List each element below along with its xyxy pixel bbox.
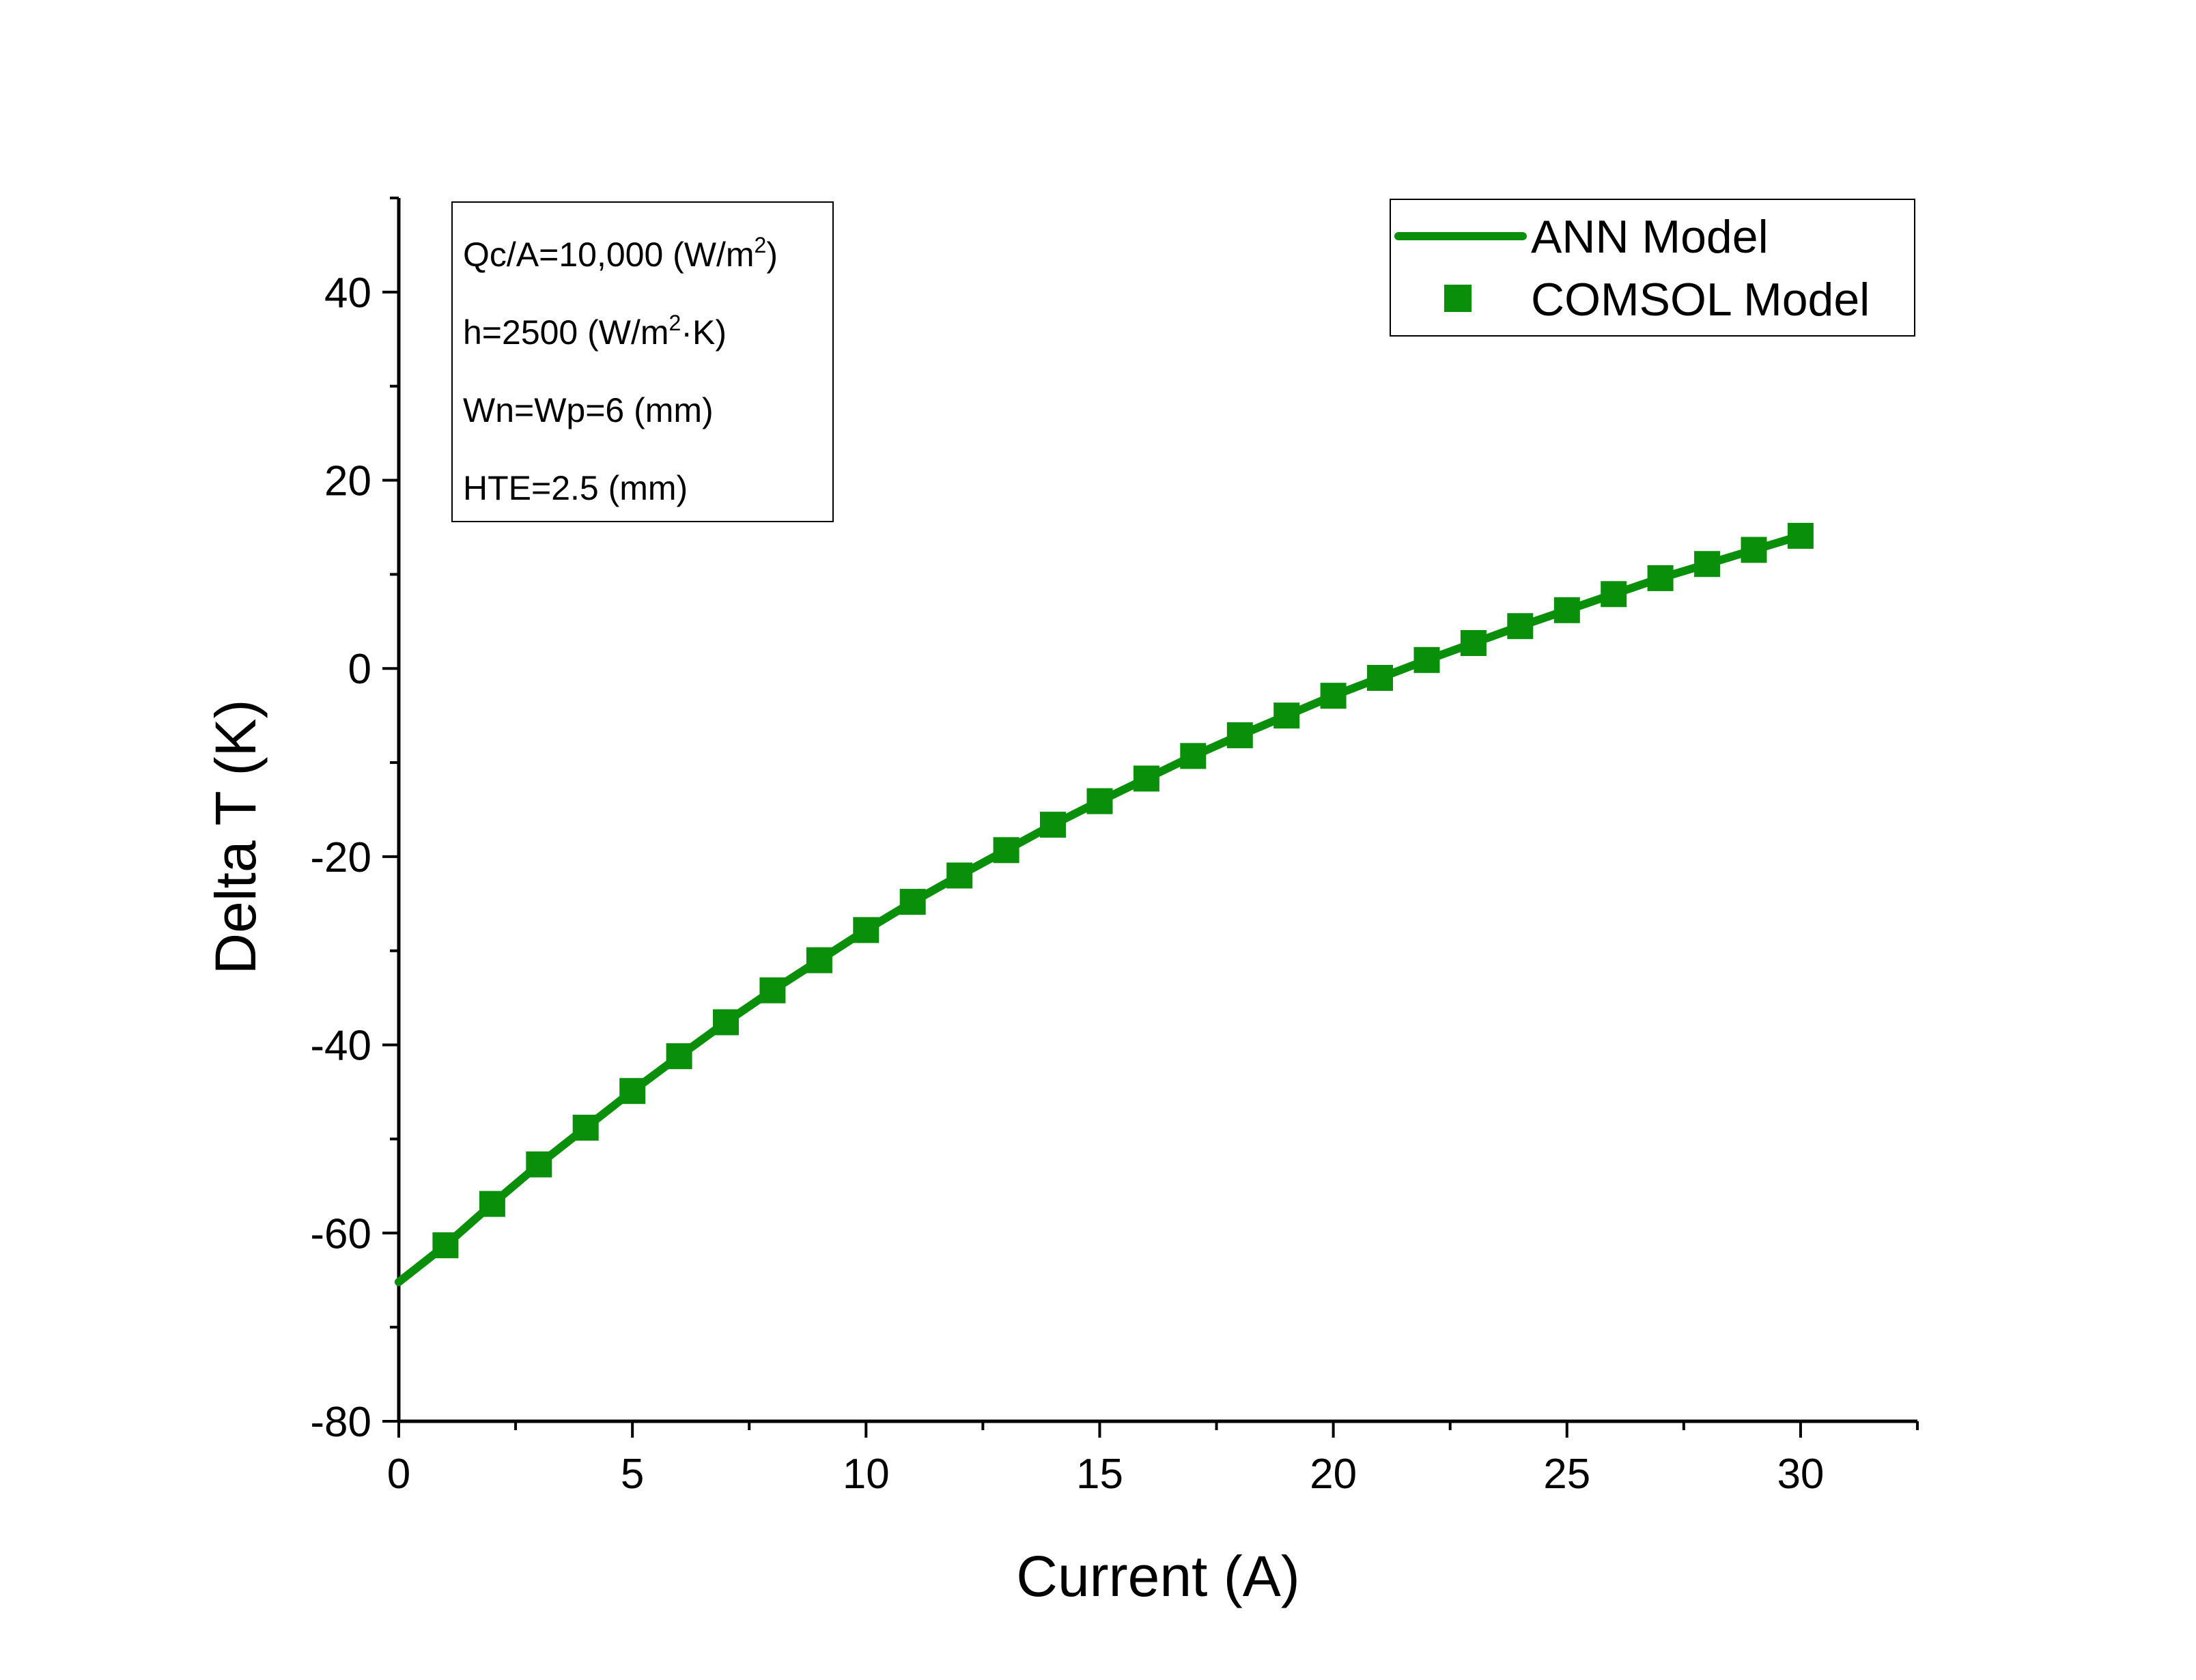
x-tick-label-30: 30 — [1777, 1451, 1824, 1498]
y-tick-label--80: -80 — [310, 1399, 371, 1446]
legend-box — [1390, 199, 1915, 337]
x-tick-label-0: 0 — [387, 1451, 410, 1498]
comsol-point — [1133, 765, 1159, 792]
comsol-point — [1741, 537, 1767, 563]
comsol-point — [1367, 665, 1393, 691]
comsol-point — [1320, 683, 1347, 709]
comsol-point — [572, 1114, 599, 1141]
comsol-point — [666, 1043, 692, 1070]
annotation-box — [451, 201, 834, 522]
comsol-point — [853, 917, 879, 943]
x-tick-label-10: 10 — [843, 1451, 890, 1498]
comsol-point — [1273, 702, 1300, 729]
comsol-point — [1413, 646, 1440, 673]
comsol-point — [1226, 722, 1253, 749]
y-tick-label-0: 0 — [348, 646, 371, 693]
parameter-annotation: Qc/A=10,000 (W/m2) h=2500 (W/m2·K) Wn=Wp… — [451, 201, 834, 522]
comsol-point — [1507, 613, 1534, 640]
comsol-point — [993, 837, 1019, 864]
y-tick-label-40: 40 — [324, 270, 371, 317]
annotation-line-1: Qc/A=10,000 (W/m2) — [463, 233, 778, 274]
comsol-point — [526, 1151, 552, 1178]
comsol-point — [1647, 565, 1674, 591]
legend-label-ann: ANN Model — [1531, 211, 1769, 263]
comsol-point — [479, 1191, 505, 1217]
x-axis-title: Current (A) — [1016, 1544, 1299, 1608]
comsol-point — [1086, 788, 1113, 814]
y-axis-title: Delta T (K) — [203, 699, 268, 974]
y-tick-label--60: -60 — [310, 1210, 371, 1257]
legend: ANN Model COMSOL Model — [1390, 199, 1915, 337]
comsol-point — [1553, 597, 1580, 623]
y-tick-label--40: -40 — [310, 1023, 371, 1070]
comsol-point — [619, 1078, 646, 1105]
comsol-point — [759, 977, 786, 1003]
comsol-point — [1787, 522, 1814, 549]
ann-model-line — [395, 531, 1805, 1286]
plot-area — [395, 522, 1814, 1286]
comsol-point — [713, 1009, 739, 1036]
comsol-point — [1040, 812, 1066, 838]
comsol-point — [899, 889, 926, 915]
legend-square-swatch — [1444, 285, 1472, 312]
x-tick-label-25: 25 — [1543, 1451, 1590, 1498]
comsol-point — [946, 862, 973, 889]
annotation-line-4: HTE=2.5 (mm) — [463, 469, 688, 507]
comsol-point — [1694, 551, 1721, 578]
y-tick-label-20: 20 — [324, 458, 371, 505]
comsol-point — [806, 947, 832, 973]
comsol-point — [432, 1232, 459, 1259]
annotation-line-3: Wn=Wp=6 (mm) — [463, 391, 714, 429]
legend-label-comsol: COMSOL Model — [1531, 274, 1870, 326]
annotation-line-2: h=2500 (W/m2·K) — [463, 311, 727, 352]
x-tick-label-5: 5 — [621, 1451, 644, 1498]
x-tick-label-15: 15 — [1076, 1451, 1123, 1498]
comsol-point — [1180, 743, 1207, 769]
comsol-point — [1460, 630, 1487, 656]
y-tick-label--20: -20 — [310, 834, 371, 881]
comsol-point — [1601, 581, 1627, 608]
axes: 0 5 10 15 20 25 30 -80 -60 -40 -20 0 20 40 Current (A)… — [203, 197, 1919, 1608]
x-tick-label-20: 20 — [1310, 1451, 1357, 1498]
